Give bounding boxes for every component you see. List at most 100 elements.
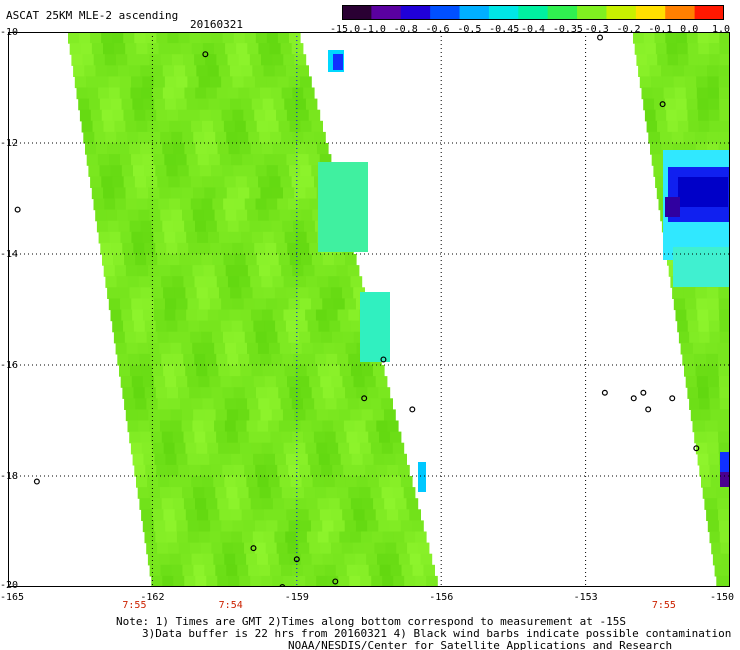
swath-cell bbox=[173, 143, 186, 155]
swath-cell bbox=[295, 98, 307, 111]
swath-left bbox=[68, 32, 438, 587]
swath-cell bbox=[131, 76, 143, 89]
swath-cell bbox=[254, 542, 267, 555]
swath-cell bbox=[219, 154, 232, 166]
swath-cell bbox=[644, 109, 657, 122]
swath-cell bbox=[120, 376, 133, 388]
swath-cell bbox=[707, 298, 720, 311]
swath-cell bbox=[348, 487, 360, 499]
colorbar-segment bbox=[430, 5, 461, 20]
swath-cell bbox=[364, 509, 377, 521]
swath-cell bbox=[256, 254, 269, 266]
swath-cell bbox=[109, 231, 122, 244]
swath-cell bbox=[234, 120, 247, 133]
swath-cell bbox=[287, 198, 300, 211]
swath-cell bbox=[321, 331, 333, 344]
swath-cell bbox=[325, 265, 338, 277]
swath-cell bbox=[333, 420, 345, 433]
swath-cell bbox=[226, 431, 239, 444]
swath-cell bbox=[244, 464, 256, 477]
swath-cell bbox=[205, 431, 217, 444]
swath-cell bbox=[259, 431, 272, 444]
swath-cell bbox=[257, 420, 269, 433]
swath-cell bbox=[274, 65, 287, 77]
swath-cell bbox=[326, 309, 339, 322]
swath-cell bbox=[160, 131, 172, 144]
swath-cell bbox=[367, 520, 379, 533]
swath-cell bbox=[350, 531, 362, 544]
swath-cell bbox=[396, 542, 408, 555]
swath-cell bbox=[193, 564, 205, 577]
swath-cell bbox=[207, 65, 220, 77]
swath-cell bbox=[266, 76, 279, 89]
swath-cell bbox=[353, 331, 366, 344]
swath-cell bbox=[169, 43, 182, 55]
swath-cell bbox=[97, 154, 110, 166]
swath-cell bbox=[254, 298, 267, 311]
swath-cell bbox=[305, 442, 317, 455]
swath-cell bbox=[164, 98, 177, 111]
swath-cell bbox=[240, 365, 253, 377]
swath-cell bbox=[147, 43, 160, 55]
swath-cell bbox=[294, 409, 306, 422]
swath-cell bbox=[315, 309, 328, 322]
swath-cell bbox=[294, 575, 306, 587]
swath-cell bbox=[301, 209, 313, 222]
swath-cell bbox=[707, 143, 720, 155]
footer-note-1: Note: 1) Times are GMT 2)Times along bot… bbox=[116, 615, 626, 628]
swath-cell bbox=[318, 320, 330, 333]
swath-cell bbox=[718, 76, 730, 89]
swath-cell bbox=[224, 176, 237, 188]
swath-cell bbox=[275, 320, 287, 333]
swath-cell bbox=[144, 242, 156, 255]
swath-cell bbox=[136, 187, 149, 200]
swath-cell bbox=[285, 531, 297, 544]
swath-cell bbox=[688, 120, 700, 133]
swath-cell bbox=[136, 265, 149, 277]
swath-cell bbox=[303, 265, 316, 277]
swath-cell bbox=[138, 54, 151, 66]
teal-patch bbox=[318, 162, 368, 252]
swath-cell bbox=[255, 32, 268, 44]
swath-cell bbox=[270, 431, 282, 444]
swath-cell bbox=[303, 87, 315, 100]
swath-cell bbox=[331, 376, 344, 388]
swath-cell bbox=[295, 498, 307, 510]
swath-cell bbox=[155, 320, 168, 333]
swath-right bbox=[633, 32, 730, 587]
colorbar-label: 0.0 bbox=[680, 24, 699, 35]
swath-cell bbox=[166, 531, 178, 544]
swath-cell bbox=[219, 98, 231, 111]
lat-tick-label: -10 bbox=[0, 27, 19, 38]
swath-cell bbox=[243, 76, 256, 89]
swath-cell bbox=[246, 553, 258, 566]
swath-cell bbox=[401, 564, 414, 577]
swath-cell bbox=[205, 220, 218, 233]
swath-cell bbox=[252, 65, 265, 77]
swath-cell bbox=[79, 32, 91, 44]
swath-cell bbox=[198, 76, 211, 89]
swath-cell bbox=[214, 265, 227, 277]
swath-cell bbox=[211, 32, 224, 44]
swath-cell bbox=[232, 520, 245, 533]
swath-cell bbox=[175, 154, 188, 166]
swath-cell bbox=[719, 120, 730, 133]
swath-cell bbox=[292, 487, 305, 499]
swath-cell bbox=[379, 431, 391, 444]
time-label: 7:55 bbox=[651, 600, 676, 611]
swath-cell bbox=[257, 553, 269, 566]
swath-cell bbox=[233, 464, 245, 477]
swath-cell bbox=[186, 309, 198, 322]
swath-cell bbox=[272, 498, 285, 510]
swath-cell bbox=[667, 54, 679, 66]
swath-cell bbox=[99, 98, 112, 111]
swath-cell bbox=[110, 165, 123, 177]
swath-cell bbox=[120, 298, 132, 311]
swath-cell bbox=[393, 531, 405, 544]
swath-cell bbox=[674, 87, 687, 100]
swath-cell bbox=[684, 76, 697, 89]
swath-cell bbox=[180, 43, 193, 55]
swath-cell bbox=[203, 420, 215, 433]
swath-cell bbox=[329, 320, 341, 333]
swath-cell bbox=[245, 120, 258, 133]
